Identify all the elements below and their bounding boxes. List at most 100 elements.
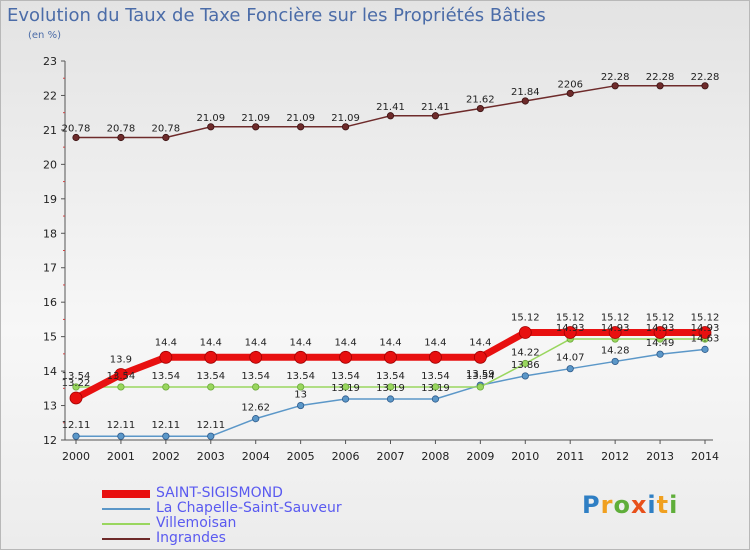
y-tick-label: 13 <box>43 400 57 413</box>
data-label-la-chapelle-saint-sauveur: 14.49 <box>646 338 675 349</box>
data-label-ingrandes: 21.09 <box>331 113 360 124</box>
data-point-villemoisan <box>162 383 170 391</box>
data-label-saint-sigismond: 15.12 <box>556 313 585 324</box>
data-label-la-chapelle-saint-sauveur: 13.19 <box>376 383 405 394</box>
data-point-villemoisan <box>207 383 215 391</box>
legend-label-villemoisan: Villemoisan <box>156 515 237 531</box>
data-point-la-chapelle-saint-sauveur <box>611 357 619 366</box>
data-label-la-chapelle-saint-sauveur: 13.19 <box>331 383 360 394</box>
logo-letter: i <box>669 491 679 519</box>
data-point-la-chapelle-saint-sauveur <box>656 350 664 358</box>
data-label-saint-sigismond: 14.4 <box>334 337 356 348</box>
x-tick-label: 2001 <box>107 450 135 463</box>
data-label-la-chapelle-saint-sauveur: 13.19 <box>421 383 450 394</box>
x-tick-label: 2011 <box>556 450 584 463</box>
data-label-villemoisan: 13.54 <box>107 371 136 382</box>
logo-letter: t <box>656 491 670 519</box>
data-label-ingrandes: 21.84 <box>511 87 540 98</box>
data-point-saint-sigismond <box>114 368 128 381</box>
data-label-ingrandes: 21.62 <box>466 95 495 106</box>
data-point-villemoisan <box>431 383 440 391</box>
data-point-villemoisan <box>476 383 484 391</box>
data-label-la-chapelle-saint-sauveur: 13.86 <box>511 360 540 371</box>
data-point-saint-sigismond <box>384 350 397 364</box>
data-point-saint-sigismond <box>204 350 218 364</box>
data-label-saint-sigismond: 15.12 <box>691 313 720 324</box>
data-label-villemoisan: 14.93 <box>556 323 585 334</box>
data-point-saint-sigismond <box>473 350 487 364</box>
data-point-ingrandes <box>297 123 305 131</box>
data-point-villemoisan <box>297 383 305 391</box>
y-tick-label: 23 <box>43 55 57 68</box>
chart-title: Evolution du Taux de Taxe Foncière sur l… <box>7 5 546 26</box>
proxiti-logo: Proxiti <box>582 491 678 519</box>
data-label-ingrandes: 20.78 <box>152 123 181 134</box>
data-label-saint-sigismond: 15.12 <box>511 313 540 324</box>
data-label-saint-sigismond: 13.22 <box>62 378 91 389</box>
y-tick-label: 22 <box>43 89 57 102</box>
data-label-villemoisan: 13.54 <box>376 371 405 382</box>
data-label-la-chapelle-saint-sauveur: 12.11 <box>107 420 136 431</box>
legend-swatch-saint-sigismond <box>102 490 150 498</box>
logo-letter: x <box>630 491 648 519</box>
data-label-la-chapelle-saint-sauveur: 14.28 <box>601 345 630 356</box>
data-point-ingrandes <box>207 123 215 131</box>
data-label-ingrandes: 22.28 <box>691 72 720 83</box>
x-tick-label: 2012 <box>601 450 629 463</box>
logo-letter: P <box>582 491 601 519</box>
data-point-villemoisan <box>252 383 260 391</box>
data-point-la-chapelle-saint-sauveur <box>252 415 260 423</box>
data-point-saint-sigismond <box>563 326 577 339</box>
data-label-saint-sigismond: 15.12 <box>646 313 675 324</box>
data-label-saint-sigismond: 14.4 <box>469 337 491 348</box>
x-tick-label: 2010 <box>511 450 539 463</box>
data-point-ingrandes <box>341 123 350 131</box>
data-point-villemoisan <box>117 383 125 391</box>
y-tick-label: 17 <box>43 262 57 275</box>
legend-swatch-la-chapelle <box>102 508 150 510</box>
data-point-ingrandes <box>386 112 395 120</box>
data-point-ingrandes <box>476 104 484 113</box>
chart-axes: 12 13 14 15 16 17 18 19 20 21 22 23 2000 2001 2002 2003… <box>43 55 719 463</box>
data-point-la-chapelle-saint-sauveur <box>72 432 80 440</box>
data-point-la-chapelle-saint-sauveur <box>566 365 574 373</box>
data-label-ingrandes: 21.09 <box>286 113 315 124</box>
data-label-villemoisan: 14.93 <box>601 323 630 334</box>
logo-letter: r <box>600 491 614 519</box>
data-label-la-chapelle-saint-sauveur: 14.07 <box>556 353 585 364</box>
data-point-la-chapelle-saint-sauveur <box>431 395 440 403</box>
y-tick-label: 15 <box>43 331 57 344</box>
data-label-villemoisan: 13.54 <box>241 371 270 382</box>
data-label-ingrandes: 22.28 <box>601 72 630 83</box>
data-point-ingrandes <box>566 89 574 97</box>
logo-letter: i <box>647 491 657 519</box>
data-point-ingrandes <box>701 82 709 90</box>
data-label-villemoisan: 14.22 <box>511 348 540 359</box>
data-label-la-chapelle-saint-sauveur: 12.11 <box>196 420 225 431</box>
data-label-villemoisan: 14.93 <box>646 323 675 334</box>
data-label-saint-sigismond: 13.9 <box>110 355 132 366</box>
data-label-la-chapelle-saint-sauveur: 12.62 <box>241 403 270 414</box>
data-label-villemoisan: 13.54 <box>466 371 495 382</box>
y-tick-label: 14 <box>43 365 57 378</box>
data-point-la-chapelle-saint-sauveur <box>162 432 170 440</box>
data-point-ingrandes <box>656 82 664 90</box>
data-point-villemoisan <box>72 383 80 391</box>
data-point-ingrandes <box>252 123 260 131</box>
data-label-saint-sigismond: 14.4 <box>155 337 177 348</box>
legend-label-saint-sigismond: SAINT-SIGISMOND <box>156 485 283 501</box>
data-point-saint-sigismond <box>339 350 352 364</box>
y-tick-label: 21 <box>43 124 57 137</box>
x-tick-label: 2003 <box>197 450 225 463</box>
data-point-ingrandes <box>117 133 125 142</box>
data-label-villemoisan: 14.93 <box>691 323 720 334</box>
data-label-villemoisan: 13.54 <box>286 371 315 382</box>
data-point-saint-sigismond <box>159 350 173 364</box>
data-point-la-chapelle-saint-sauveur <box>341 395 350 403</box>
data-label-ingrandes: 21.09 <box>196 113 225 124</box>
data-label-la-chapelle-saint-sauveur: 14.63 <box>691 333 720 344</box>
data-label-ingrandes: 21.09 <box>241 113 270 124</box>
data-point-ingrandes <box>72 133 80 142</box>
data-label-ingrandes: 2206 <box>557 79 582 90</box>
